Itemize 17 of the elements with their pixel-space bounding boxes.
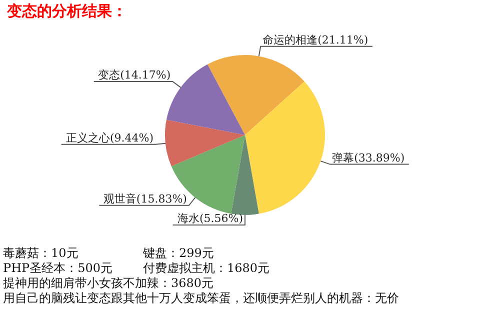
slice-label: 弹幕(33.89%) xyxy=(332,151,405,164)
pie-slice xyxy=(165,120,245,166)
text: 提神用的细肩带小女孩不加辣：3680元 xyxy=(3,276,215,291)
text: 毒蘑菇：10元 xyxy=(3,246,80,261)
slice-label: 观世音(15.83%) xyxy=(103,192,187,206)
slice-label: 海水(5.56%) xyxy=(177,212,243,225)
pie-slice xyxy=(231,135,259,215)
pie-slice xyxy=(207,55,304,135)
slice-label: 命运的相逢(21.11%) xyxy=(262,33,368,46)
text: 用自己的脑残让变态跟其他十万人变成笨蛋，还顺便弄烂别人的机器：无价 xyxy=(3,291,400,306)
pie-slice xyxy=(245,81,325,214)
chart-title: 变态的分析结果： xyxy=(7,2,127,21)
text: PHP圣经本：500元 xyxy=(3,261,114,276)
text: 键盘：299元 xyxy=(143,246,215,261)
slice-label: 变态(14.17%) xyxy=(98,68,171,82)
text: 付费虚拟主机：1680元 xyxy=(143,261,271,276)
slice-label: 正义之心(9.44%) xyxy=(66,131,154,144)
